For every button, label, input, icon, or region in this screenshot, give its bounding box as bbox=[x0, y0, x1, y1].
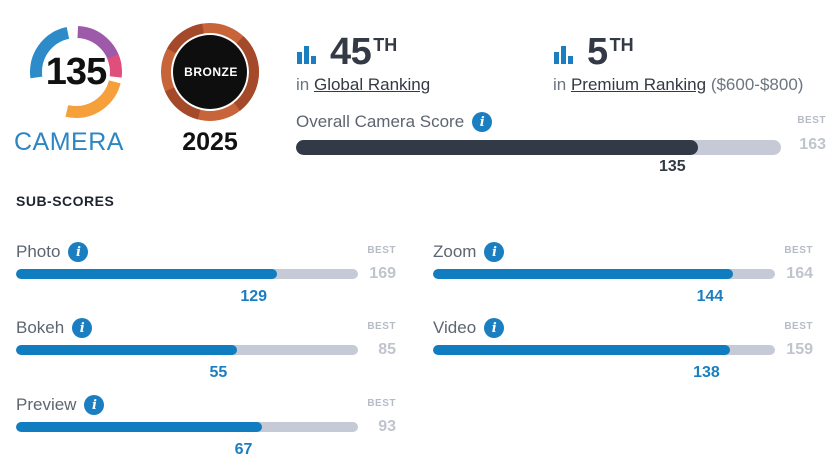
subscore-label-row: Bokeh i bbox=[16, 318, 93, 338]
premium-ranking-icon bbox=[553, 44, 575, 69]
subscore-best-value: 164 bbox=[786, 265, 813, 282]
subscore-value: 144 bbox=[696, 288, 724, 305]
overall-score-fill bbox=[296, 140, 698, 155]
subscore-label-row: Video i bbox=[433, 318, 505, 338]
premium-ranking-position: 5 TH bbox=[587, 33, 634, 71]
overall-best-value: 163 bbox=[799, 136, 826, 153]
subscore-track bbox=[16, 269, 358, 279]
global-ranking-prefix: in bbox=[296, 75, 310, 94]
camera-score: 135 bbox=[45, 50, 107, 93]
overall-info-icon[interactable]: i bbox=[472, 112, 493, 132]
camera-ring-icon bbox=[30, 26, 122, 118]
bronze-medal-icon bbox=[161, 23, 259, 121]
subscore-fill bbox=[433, 269, 734, 279]
bronze-badge-label: BRONZE bbox=[184, 65, 238, 79]
global-ranking-suffix: TH bbox=[373, 35, 398, 55]
subscore-fill bbox=[16, 345, 238, 355]
subscore-info-icon[interactable]: i bbox=[484, 318, 505, 338]
camera-score-badge: 135 bbox=[14, 22, 126, 122]
premium-ranking-line: in Premium Ranking ($600-$800) bbox=[553, 75, 803, 95]
subscore-fill bbox=[433, 345, 730, 355]
global-ranking-position: 45 TH bbox=[330, 33, 397, 71]
premium-ranking-prefix: in bbox=[553, 75, 567, 94]
camera-label: CAMERA bbox=[14, 128, 124, 156]
subscore-best-label: BEST bbox=[784, 321, 813, 332]
subscore-best-value: 159 bbox=[786, 341, 813, 358]
subscore-fill bbox=[16, 269, 278, 279]
award-year: 2025 bbox=[182, 128, 238, 156]
premium-ranking-link[interactable]: Premium Ranking bbox=[570, 75, 707, 94]
subscores-title: SUB-SCORES bbox=[16, 193, 115, 209]
subscore-value: 138 bbox=[693, 364, 720, 381]
subscore-value: 55 bbox=[209, 364, 228, 381]
subscore-track bbox=[16, 422, 358, 432]
subscore-best-label: BEST bbox=[367, 245, 396, 256]
subscore-label: Preview bbox=[16, 395, 77, 414]
subscore-label-row: Photo i bbox=[16, 242, 89, 262]
subscore-label: Video bbox=[433, 318, 477, 337]
premium-ranking-range: ($600-$800) bbox=[710, 75, 804, 94]
subscore-best-label: BEST bbox=[367, 321, 396, 332]
subscore-info-icon[interactable]: i bbox=[72, 318, 93, 338]
overall-score-track bbox=[296, 140, 781, 155]
premium-ranking-suffix: TH bbox=[609, 35, 634, 55]
bronze-award-badge: BRONZE bbox=[152, 22, 268, 122]
subscore-label-row: Zoom i bbox=[433, 242, 505, 262]
subscore-track bbox=[433, 269, 775, 279]
subscore-info-icon[interactable]: i bbox=[484, 242, 505, 262]
overall-score-label: Overall Camera Score bbox=[296, 112, 465, 131]
premium-ranking-number: 5 bbox=[587, 31, 608, 73]
subscore-track bbox=[16, 345, 358, 355]
global-ranking-number: 45 bbox=[330, 31, 372, 73]
overall-score-label-row: Overall Camera Score i bbox=[296, 112, 493, 132]
subscore-fill bbox=[16, 422, 263, 432]
global-ranking-line: in Global Ranking bbox=[296, 75, 430, 95]
subscore-best-value: 169 bbox=[369, 265, 396, 282]
global-ranking-icon bbox=[296, 44, 318, 69]
overall-best-label: BEST bbox=[797, 115, 826, 126]
global-ranking-link[interactable]: Global Ranking bbox=[313, 75, 431, 94]
subscore-label: Zoom bbox=[433, 242, 477, 261]
subscore-value: 129 bbox=[240, 288, 268, 305]
subscore-best-label: BEST bbox=[367, 398, 396, 409]
subscore-best-label: BEST bbox=[784, 245, 813, 256]
subscore-label-row: Preview i bbox=[16, 395, 105, 415]
subscore-info-icon[interactable]: i bbox=[68, 242, 89, 262]
subscore-info-icon[interactable]: i bbox=[84, 395, 105, 415]
subscore-best-value: 85 bbox=[378, 341, 396, 358]
overall-score-value: 135 bbox=[658, 158, 686, 175]
subscore-label: Bokeh bbox=[16, 318, 65, 337]
subscore-best-value: 93 bbox=[378, 418, 396, 435]
subscore-track bbox=[433, 345, 775, 355]
subscore-label: Photo bbox=[16, 242, 61, 261]
subscore-value: 67 bbox=[234, 441, 253, 458]
